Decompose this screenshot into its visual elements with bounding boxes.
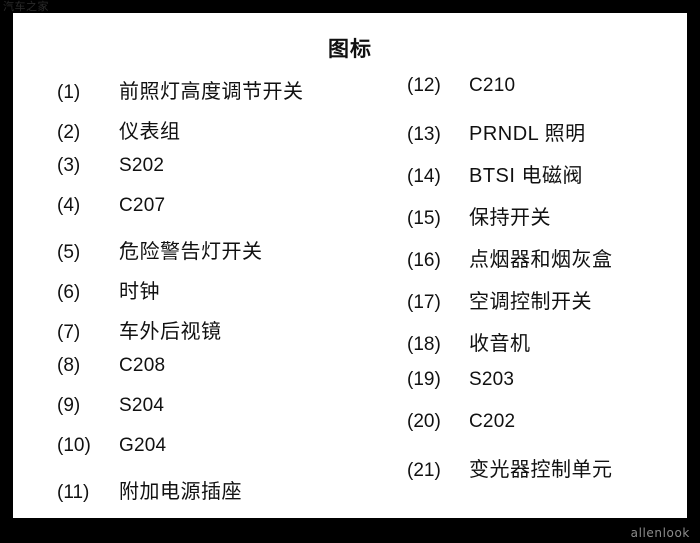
legend-item-label: 前照灯高度调节开关 [119, 81, 304, 103]
legend-item-number: (5) [57, 242, 81, 263]
legend-row: (1) 前照灯高度调节开关 [57, 75, 407, 115]
legend-row: (16) 点烟器和烟灰盒 [407, 243, 687, 285]
legend-item-label: 变光器控制单元 [469, 459, 613, 481]
legend-row: (15) 保持开关 [407, 201, 687, 243]
legend-item-number: (19) [407, 369, 441, 390]
legend-item-label: 收音机 [469, 333, 531, 355]
legend-item-number: (1) [57, 82, 81, 103]
bottom-right-watermark: allenlook [630, 526, 690, 540]
legend-item-number: (13) [407, 124, 441, 145]
legend-column-right: (12) C210 (13) PRNDL 照明 (14) BTSI 电磁阀 (15) 保持开关… [407, 75, 687, 495]
legend-item-label: 仪表组 [119, 121, 181, 143]
legend-row: (13) PRNDL 照明 [407, 117, 687, 159]
legend-item-number: (3) [57, 155, 81, 176]
legend-item-label: 附加电源插座 [119, 481, 242, 503]
top-left-watermark: 汽车之家 [3, 0, 49, 13]
legend-item-number: (6) [57, 282, 81, 303]
legend-item-number: (14) [407, 166, 441, 187]
legend-row: (17) 空调控制开关 [407, 285, 687, 327]
page-title: 图标 [328, 38, 372, 61]
legend-item-number: (15) [407, 208, 441, 229]
legend-row: (14) BTSI 电磁阀 [407, 159, 687, 201]
legend-item-number: (16) [407, 250, 441, 271]
legend-row: (8) C208 [57, 355, 407, 395]
legend-row: (9) S204 [57, 395, 407, 435]
legend-row: (3) S202 [57, 155, 407, 195]
legend-item-label: C202 [469, 411, 516, 432]
legend-item-number: (17) [407, 292, 441, 313]
legend-row: (5) 危险警告灯开关 [57, 235, 407, 275]
legend-row: (11) 附加电源插座 [57, 475, 407, 515]
legend-item-label: PRNDL 照明 [469, 123, 586, 145]
legend-item-number: (9) [57, 395, 81, 416]
legend-column-left: (1) 前照灯高度调节开关 (2) 仪表组 (3) S202 (4) C207 (5) 危险警告灯… [57, 75, 407, 515]
legend-item-number: (2) [57, 122, 81, 143]
legend-item-label: BTSI 电磁阀 [469, 165, 584, 187]
legend-item-label: S204 [119, 395, 165, 416]
legend-item-number: (7) [57, 322, 81, 343]
legend-item-label: C208 [119, 355, 166, 376]
legend-panel: 图标 (1) 前照灯高度调节开关 (2) 仪表组 (3) S202 (4) C207 (5) 危险… [13, 13, 687, 518]
legend-row: (2) 仪表组 [57, 115, 407, 155]
legend-item-number: (21) [407, 460, 441, 481]
legend-row: (6) 时钟 [57, 275, 407, 315]
legend-item-number: (8) [57, 355, 81, 376]
legend-row: (12) C210 [407, 75, 687, 117]
legend-item-label: C207 [119, 195, 166, 216]
legend-item-number: (10) [57, 435, 91, 456]
legend-row: (18) 收音机 [407, 327, 687, 369]
legend-item-number: (18) [407, 334, 441, 355]
legend-row: (20) C202 [407, 411, 687, 453]
legend-item-label: 车外后视镜 [119, 321, 222, 343]
legend-item-label: C210 [469, 75, 516, 96]
legend-item-number: (12) [407, 75, 441, 96]
legend-row: (4) C207 [57, 195, 407, 235]
legend-item-label: G204 [119, 435, 167, 456]
legend-row: (19) S203 [407, 369, 687, 411]
legend-item-label: 时钟 [119, 281, 160, 303]
legend-row: (21) 变光器控制单元 [407, 453, 687, 495]
legend-item-number: (20) [407, 411, 441, 432]
legend-row: (10) G204 [57, 435, 407, 475]
legend-item-label: 保持开关 [469, 207, 551, 229]
legend-item-label: 危险警告灯开关 [119, 241, 263, 263]
legend-item-label: 空调控制开关 [469, 291, 592, 313]
legend-row: (7) 车外后视镜 [57, 315, 407, 355]
legend-item-number: (4) [57, 195, 81, 216]
legend-item-label: S202 [119, 155, 165, 176]
legend-item-label: S203 [469, 369, 515, 390]
legend-item-label: 点烟器和烟灰盒 [469, 249, 613, 271]
legend-item-number: (11) [57, 482, 90, 503]
